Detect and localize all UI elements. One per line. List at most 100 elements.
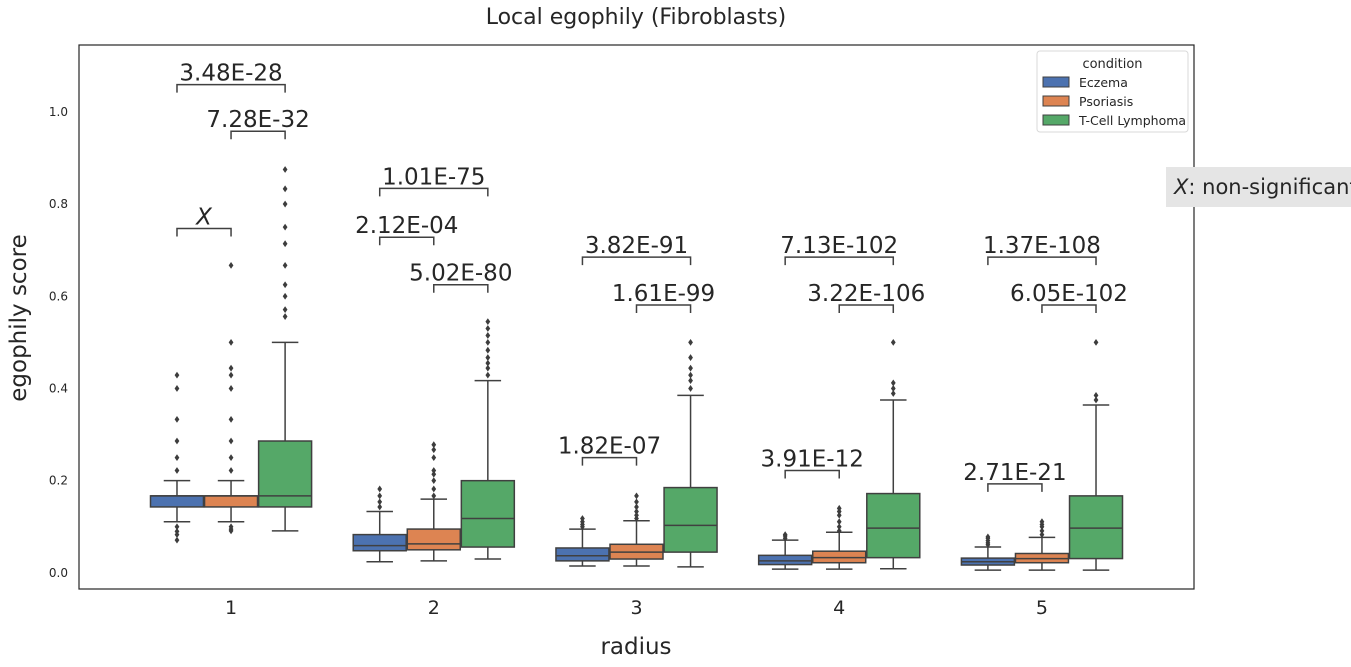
outlier-point [890,338,896,346]
outlier-point [836,523,842,531]
y-tick-label: 0.8 [49,197,68,211]
outlier-point [282,200,288,208]
outlier-point [485,325,491,332]
outlier-point [688,354,693,361]
box-t-cell-lymphoma-5 [1068,495,1124,560]
outlier-point [688,371,693,379]
x-tick-label: 1 [225,597,237,619]
outlier-point [485,338,491,346]
box-t-cell-lymphoma-2 [460,479,516,548]
significance-bracket [784,256,895,266]
box-eczema-1 [149,495,205,508]
chart-title: Local egophily (Fibroblasts) [486,5,787,30]
outlier-point [228,371,234,379]
outlier-point [431,492,437,500]
outlier-point [836,527,842,535]
significance-label: 1.01E-75 [382,164,485,190]
significance-bracket [581,456,638,466]
y-tick-label: 0.6 [49,289,68,303]
significance-label: 3.22E-106 [807,281,925,307]
outlier-point [431,477,437,485]
significance-label: 1.82E-07 [558,434,661,460]
legend-title: condition [1082,57,1142,72]
outlier-point [634,492,639,500]
y-tick-label: 0.4 [49,381,68,395]
box-psoriasis-1 [203,495,259,508]
outlier-point [174,385,180,392]
significance-bracket [838,304,895,314]
outlier-point [431,467,437,474]
significance-bracket [581,256,692,266]
x-tick-label: 5 [1036,597,1048,619]
outlier-point [282,185,288,193]
x-axis-label: radius [600,634,671,660]
outlier-point [580,515,585,522]
significance-bracket [987,256,1097,266]
legend-label: Eczema [1079,75,1128,90]
outlier-point [174,536,180,544]
legend-swatch [1042,114,1070,126]
outlier-point [836,504,842,512]
outlier-point [485,346,491,354]
significance-bracket [433,283,489,293]
y-tick-label: 1.0 [49,105,68,119]
outlier-point [485,371,491,379]
significance-note: X: non-significant [1166,167,1351,207]
outlier-point [431,470,437,478]
significance-label: 6.05E-102 [1010,281,1128,307]
outlier-point [377,498,383,506]
y-axis-label: egophily score [6,234,32,402]
outlier-point [228,364,234,372]
box-eczema-3 [555,547,610,562]
outlier-point [688,364,693,372]
plot-frame [78,44,1195,590]
outlier-point [228,338,234,346]
significance-label: 7.28E-32 [206,107,309,133]
significance-label: 2.12E-04 [355,213,458,239]
outlier-point [431,441,437,449]
outlier-point [228,261,234,269]
significance-bracket [176,83,286,93]
outlier-point [174,415,180,423]
outlier-point [282,166,288,173]
outlier-point [1039,518,1045,526]
outlier-point [431,446,437,454]
box-eczema-4 [757,554,813,566]
outlier-point [634,503,639,511]
outlier-point [174,531,180,538]
significance-bracket [176,227,232,237]
outlier-point [890,390,896,397]
significance-label: 1.37E-108 [983,233,1101,259]
box-t-cell-lymphoma-3 [663,486,718,553]
box-t-cell-lymphoma-1 [257,440,313,508]
outlier-point [431,485,437,493]
outlier-point [174,454,180,462]
box-psoriasis-2 [406,528,462,551]
outlier-point [688,377,693,385]
significance-label: 7.13E-102 [780,233,898,259]
outlier-point [890,385,896,392]
box-t-cell-lymphoma-4 [866,492,921,559]
legend-swatch [1042,76,1070,88]
outlier-point [282,240,288,248]
outlier-point [836,518,842,526]
outlier-point [890,379,896,387]
outlier-point [174,371,180,379]
outlier-point [377,492,383,500]
outlier-point [282,281,288,289]
significance-label: 2.71E-21 [963,460,1066,486]
outlier-point [634,498,639,506]
significance-bracket [784,469,840,479]
outlier-point [688,338,693,346]
x-tick-label: 4 [833,597,845,619]
outlier-point [174,523,180,531]
outlier-point [228,437,234,445]
outlier-point [282,313,288,320]
y-tick-label: 0.2 [49,474,68,488]
outlier-point [228,385,234,392]
significance-bracket [378,187,489,197]
legend-label: T-Cell Lymphoma [1078,113,1186,128]
significance-label: 3.91E-12 [761,447,864,473]
outlier-point [1093,391,1099,399]
note-text: : non-significant [1188,175,1351,199]
